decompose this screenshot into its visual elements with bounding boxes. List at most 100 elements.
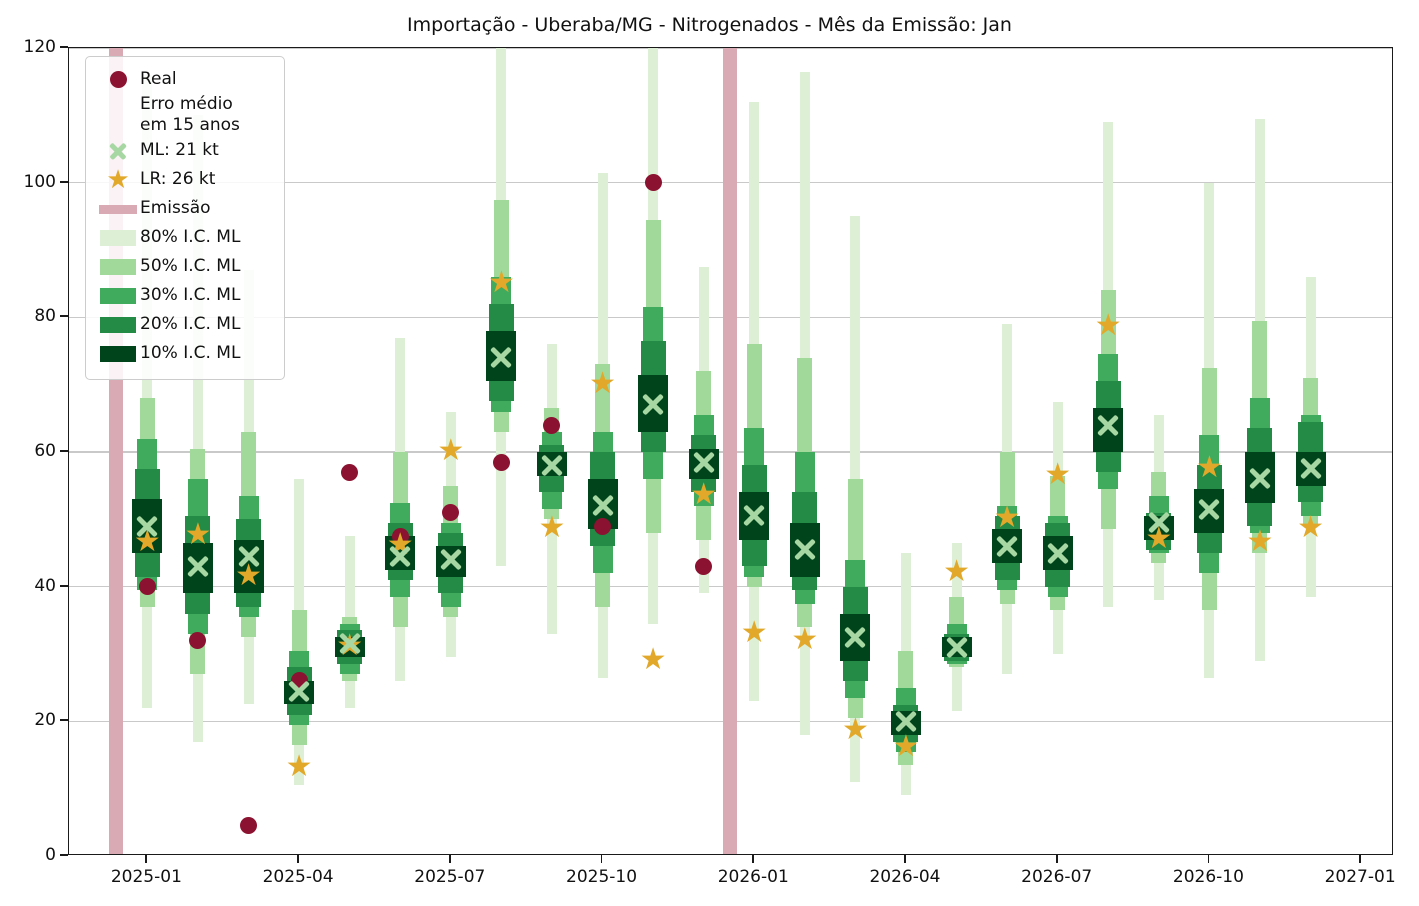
- lr-marker: ★: [538, 510, 566, 546]
- x-tick-mark: [600, 855, 603, 863]
- lr-marker: ★: [1297, 510, 1324, 546]
- ml-marker: [842, 624, 868, 650]
- plot-area: ★★★★★★★★★★★★★★★★★★★★★★★★: [68, 47, 1393, 855]
- legend-label: Erro médio em 15 anos: [140, 94, 240, 136]
- real-dot-icon: [96, 71, 140, 88]
- real-marker: [492, 453, 510, 471]
- x-tick-label: 2025-07: [414, 867, 486, 887]
- legend-item-10-i-c-ml: 10% I.C. ML: [96, 340, 274, 369]
- ci80-swatch-icon: [96, 230, 140, 246]
- lr-marker: ★: [791, 621, 819, 657]
- x-tick-mark: [752, 855, 755, 863]
- emission-band-icon: [96, 204, 140, 214]
- ml-marker: [1095, 412, 1121, 438]
- ml-marker: [944, 634, 970, 660]
- y-tick-label: 100: [23, 171, 56, 192]
- x-tick-mark: [904, 855, 906, 863]
- legend-item-emiss-o: Emissão: [96, 195, 274, 224]
- ml-marker: [185, 553, 211, 579]
- real-marker: [391, 527, 409, 545]
- legend-label: Emissão: [140, 198, 211, 219]
- y-tick-label: 0: [45, 845, 56, 865]
- x-tick-label: 2026-10: [1172, 867, 1244, 887]
- y-tick-mark: [60, 180, 68, 183]
- legend-label: LR: 26 kt: [140, 169, 216, 190]
- legend-label: 50% I.C. ML: [140, 256, 241, 277]
- lr-marker: ★: [993, 500, 1021, 536]
- lr-marker: ★: [841, 712, 869, 748]
- x-tick-mark: [1207, 855, 1210, 863]
- ci-band-10: [1143, 515, 1174, 540]
- ci-band-80: [192, 115, 203, 742]
- y-tick-mark: [60, 46, 68, 48]
- legend-item-50-i-c-ml: 50% I.C. ML: [96, 253, 274, 282]
- real-marker: [341, 463, 359, 481]
- lr-marker: ★: [1094, 308, 1122, 344]
- x-tick-label: 2025-04: [262, 867, 334, 887]
- ml-marker: [236, 543, 262, 569]
- ci20-swatch-icon: [96, 317, 140, 333]
- legend-item-30-i-c-ml: 30% I.C. ML: [96, 282, 274, 311]
- legend-label: 10% I.C. ML: [140, 343, 241, 364]
- lr-marker: ★: [892, 729, 920, 765]
- real-marker: [594, 517, 612, 535]
- legend-item-lr-26-kt: ★ LR: 26 kt: [96, 166, 274, 195]
- legend-label: 30% I.C. ML: [140, 285, 241, 306]
- ml-marker: [1196, 496, 1222, 522]
- lr-marker: ★: [285, 749, 313, 785]
- y-tick-mark: [60, 719, 68, 722]
- lr-marker: ★: [487, 264, 515, 300]
- chart-title: Importação - Uberaba/MG - Nitrogenados -…: [407, 14, 1012, 36]
- lr-marker: ★: [1195, 449, 1223, 485]
- x-tick-label: 2025-01: [110, 867, 182, 887]
- x-tick-label: 2026-01: [717, 867, 789, 887]
- ml-marker: [539, 452, 565, 478]
- lr-marker: ★: [639, 641, 667, 677]
- lr-marker: ★: [943, 554, 970, 590]
- legend-item-20-i-c-ml: 20% I.C. ML: [96, 311, 274, 340]
- x-tick-label: 2025-10: [566, 867, 638, 887]
- lr-marker: ★: [1044, 456, 1072, 492]
- x-tick-label: 2026-04: [869, 867, 941, 887]
- lr-star-icon: ★: [106, 165, 130, 195]
- ml-marker: [387, 543, 413, 569]
- real-marker: [138, 578, 156, 596]
- y-tick-mark: [60, 854, 68, 856]
- x-tick-mark: [145, 855, 148, 863]
- real-marker: [189, 632, 207, 650]
- ml-marker: [1045, 540, 1071, 566]
- real-marker: [695, 557, 713, 575]
- lr-marker: ★: [690, 476, 718, 512]
- ci-band-80: [142, 74, 153, 708]
- y-tick-label: 20: [34, 710, 56, 731]
- lr-marker: ★: [1246, 523, 1274, 559]
- ci10-swatch-icon: [96, 346, 140, 362]
- legend-item-ml-21-kt: ML: 21 kt: [96, 137, 274, 166]
- lr-marker: ★: [437, 433, 465, 468]
- ml-marker: [134, 513, 160, 539]
- x-tick-mark: [448, 855, 451, 863]
- x-tick-mark: [1055, 855, 1058, 863]
- real-marker: [240, 817, 258, 835]
- y-tick-mark: [60, 315, 68, 318]
- legend-item-erro-m-dio-em-15-anos: Erro médio em 15 anos: [96, 94, 274, 137]
- ml-marker: [286, 678, 312, 704]
- lr-marker: ★: [589, 365, 616, 401]
- lr-marker: ★: [740, 614, 768, 650]
- legend-label: ML: 21 kt: [140, 140, 219, 161]
- ml-marker: [337, 631, 363, 657]
- lr-marker: ★: [184, 517, 212, 553]
- legend-label: 20% I.C. ML: [140, 314, 241, 335]
- ml-marker: [640, 392, 666, 418]
- legend-item-80-i-c-ml: 80% I.C. ML: [96, 224, 274, 253]
- ci30-swatch-icon: [96, 288, 140, 304]
- x-tick-mark: [297, 855, 299, 863]
- real-marker: [644, 174, 662, 192]
- ml-marker: [893, 708, 919, 734]
- ml-marker: [590, 493, 616, 519]
- y-tick-label: 40: [34, 575, 56, 596]
- y-tick-mark: [60, 450, 68, 452]
- y-tick-label: 60: [34, 441, 56, 461]
- y-tick-mark: [60, 584, 68, 587]
